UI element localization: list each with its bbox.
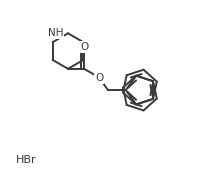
Text: HBr: HBr [16, 155, 37, 165]
Text: O: O [95, 73, 103, 83]
Text: NH: NH [48, 28, 63, 38]
Text: O: O [80, 42, 88, 52]
